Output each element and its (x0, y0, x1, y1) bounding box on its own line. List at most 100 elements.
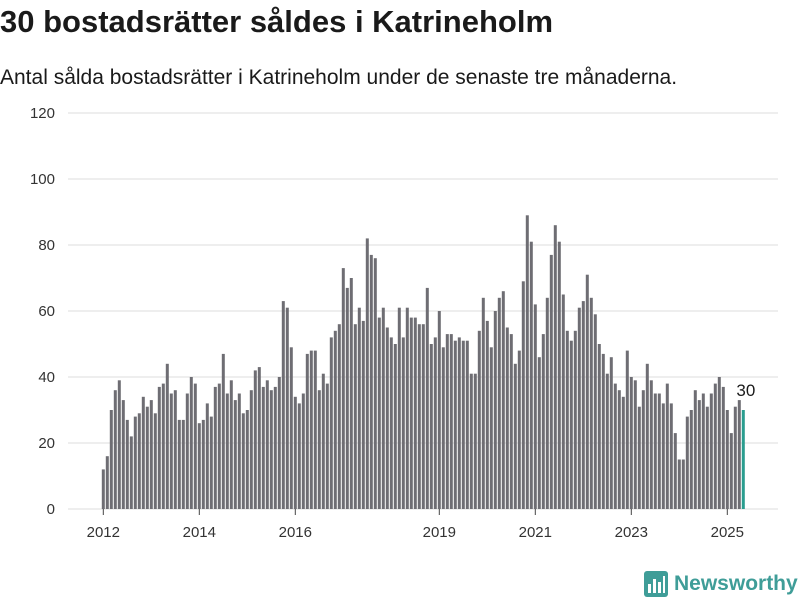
y-tick-label: 80 (38, 237, 55, 254)
bar (565, 330, 569, 509)
bar (157, 386, 161, 509)
bar (421, 324, 425, 509)
bar (613, 383, 617, 509)
bar (285, 307, 289, 509)
x-tick-label: 2019 (423, 524, 456, 541)
bar (161, 383, 165, 509)
bar (341, 268, 345, 509)
bar (561, 294, 565, 509)
bar (109, 410, 113, 509)
bar (645, 363, 649, 509)
bar (349, 278, 353, 509)
bar (229, 380, 233, 509)
bar (505, 327, 509, 509)
bar (457, 337, 461, 509)
bar (489, 347, 493, 509)
bar (517, 350, 521, 509)
y-tick-label: 60 (38, 303, 55, 320)
bar (473, 373, 477, 509)
bar (637, 406, 641, 509)
bar (365, 238, 369, 509)
bar (497, 297, 501, 509)
bar (429, 344, 433, 509)
bar (357, 307, 361, 509)
last-value-label: 30 (736, 381, 755, 400)
bar (361, 320, 365, 509)
y-tick-label: 120 (30, 105, 55, 122)
bar (589, 297, 593, 509)
bar (469, 373, 473, 509)
bar (465, 340, 469, 509)
bar (405, 307, 409, 509)
bar (169, 393, 173, 509)
bar (681, 459, 685, 509)
bar (353, 324, 357, 509)
bar (181, 419, 185, 509)
bar (121, 400, 125, 509)
bar (685, 416, 689, 509)
y-tick-label: 100 (30, 171, 55, 188)
bar (509, 334, 513, 509)
bar (205, 403, 209, 509)
bar (525, 215, 529, 510)
bar (669, 403, 673, 509)
bar (453, 340, 457, 509)
bar (201, 419, 205, 509)
bar (601, 353, 605, 509)
bar (441, 347, 445, 509)
newsworthy-logo: Newsworthy (644, 568, 798, 600)
bar (289, 347, 293, 509)
x-tick-label: 2021 (519, 524, 552, 541)
x-axis-ticks: 2012 2014 2016 2019 2021 2023 2025 (87, 509, 744, 541)
x-tick-label: 2023 (615, 524, 648, 541)
bar (129, 436, 133, 509)
bar (329, 337, 333, 509)
bar (225, 393, 229, 509)
bar (529, 241, 533, 509)
bar (153, 413, 157, 509)
bar (597, 344, 601, 509)
bar (221, 353, 225, 509)
chart-title: 30 bostadsrätter såldes i Katrineholm (0, 4, 554, 39)
bar (617, 390, 621, 509)
bar (665, 383, 669, 509)
bar (537, 357, 541, 509)
bar (249, 390, 253, 509)
bar (417, 324, 421, 509)
bar (133, 416, 137, 509)
bar (449, 334, 453, 509)
bar (581, 301, 585, 509)
chart-subtitle: Antal sålda bostadsrätter i Katrineholm … (0, 66, 678, 89)
bar (389, 337, 393, 509)
bar (253, 370, 257, 509)
x-tick-label: 2016 (279, 524, 312, 541)
bar (337, 324, 341, 509)
bar (521, 281, 525, 509)
bar (653, 393, 657, 509)
bar (325, 383, 329, 509)
bar (165, 363, 169, 509)
bar (409, 317, 413, 509)
bar (233, 400, 237, 509)
bar (717, 377, 721, 509)
bar (729, 433, 733, 509)
bar (241, 413, 245, 509)
bar (301, 393, 305, 509)
x-tick-label: 2014 (183, 524, 216, 541)
bars (101, 215, 745, 510)
bar (545, 297, 549, 509)
bar (269, 390, 273, 509)
bar (425, 287, 429, 509)
bar (697, 400, 701, 509)
bar (661, 403, 665, 509)
bar (605, 373, 609, 509)
bar (557, 241, 561, 509)
bar (185, 393, 189, 509)
bar (629, 377, 633, 509)
bar (481, 297, 485, 509)
bar (549, 254, 553, 509)
bar (117, 380, 121, 509)
bar (577, 307, 581, 509)
x-tick-label: 2012 (87, 524, 120, 541)
bar-latest (741, 410, 745, 509)
